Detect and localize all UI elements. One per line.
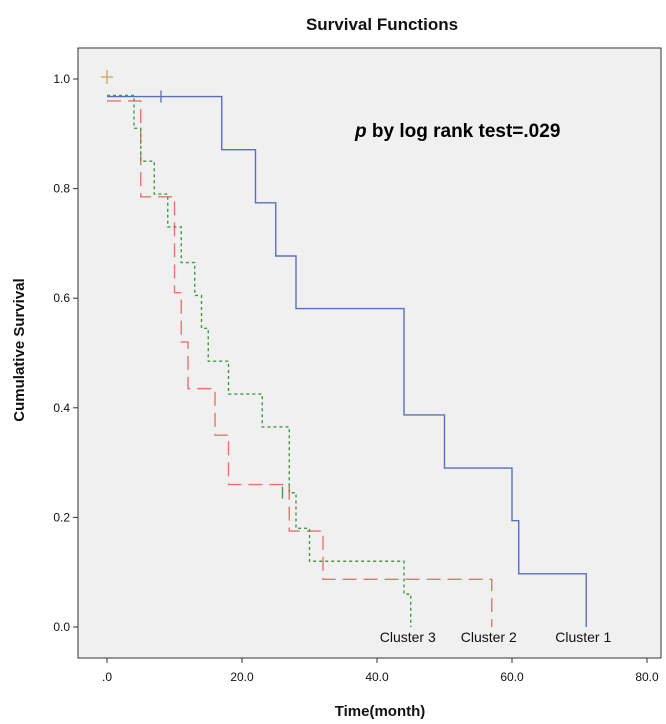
cluster-2-label: Cluster 2 [461, 629, 517, 645]
annotation-text: p by log rank test=.029 [354, 121, 560, 142]
start-marker [101, 70, 113, 84]
cluster-2-series: Cluster 2 [107, 100, 517, 645]
y-tick-label: 0.2 [53, 510, 70, 524]
x-tick-label: .0 [102, 670, 112, 684]
cluster-1-series: Cluster 1 [107, 90, 611, 645]
y-axis-label: Cumulative Survival [11, 278, 28, 421]
x-tick-label: 20.0 [230, 670, 254, 684]
annotation-p: p [354, 121, 367, 142]
y-tick-label: 0.8 [53, 182, 70, 196]
cluster-1-label: Cluster 1 [555, 629, 611, 645]
y-tick-label: 1.0 [53, 72, 70, 86]
x-axis-label: Time(month) [335, 703, 426, 720]
x-tick-label: 60.0 [500, 670, 524, 684]
y-tick-label: 0.6 [53, 291, 70, 305]
cluster-3-series: Cluster 3 [107, 94, 436, 645]
x-tick-label: 40.0 [365, 670, 389, 684]
cluster-1-survival-line [107, 95, 587, 627]
chart-title: Survival Functions [306, 15, 458, 34]
plot-area [77, 47, 662, 659]
annotation-rest: by log rank test=.029 [367, 121, 561, 142]
cluster-3-label: Cluster 3 [380, 629, 436, 645]
x-tick-label: 80.0 [635, 670, 659, 684]
y-tick-label: 0.4 [53, 401, 70, 415]
y-tick-label: 0.0 [53, 620, 70, 634]
